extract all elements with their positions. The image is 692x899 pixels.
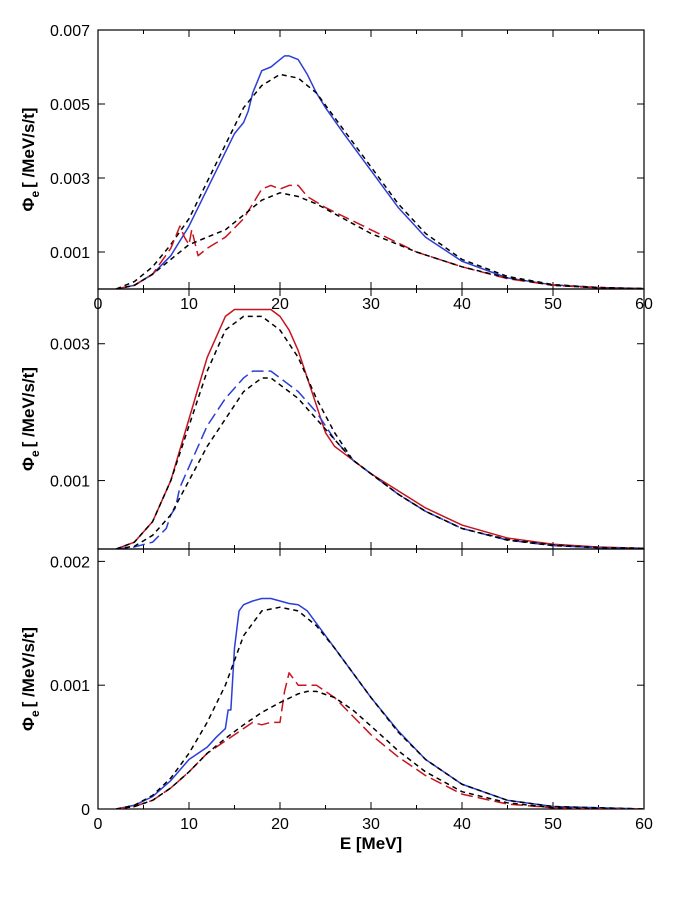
x-tick-label: 40 — [453, 816, 471, 833]
y-axis-subscript: e — [28, 450, 42, 457]
series-group — [115, 55, 644, 289]
x-tick-label: 10 — [180, 816, 198, 833]
x-axis-title: E [MeV] — [340, 834, 402, 853]
y-axis-unit: [ /MeV/s/t] — [19, 627, 38, 707]
x-tick-label: 50 — [544, 296, 562, 313]
y-tick-label: 0.003 — [50, 337, 90, 354]
y-tick-label: 0 — [81, 802, 90, 819]
plot-frame — [97, 288, 645, 550]
panel-bottom: 0 0.001 0.002 0 10 20 30 40 50 60 Φe [ /MeV/s/t] — [19, 548, 653, 833]
series-line-3 — [116, 370, 644, 549]
y-axis-subscript: e — [28, 710, 42, 717]
series-line-4 — [116, 192, 644, 289]
series-line-1 — [115, 308, 644, 549]
y-tick-label: 0.005 — [50, 97, 90, 114]
series-line-4 — [116, 377, 644, 549]
plot-frame — [97, 29, 645, 290]
y-tick-label: 0.002 — [50, 554, 90, 571]
y-axis-symbol: Φ — [19, 717, 38, 731]
panel-middle: 0.001 0.003 Φe [ /MeV/s/t] — [19, 288, 645, 550]
y-tick-label: 0.007 — [50, 23, 90, 40]
y-axis-title: Φe [ /MeV/s/t] — [19, 367, 42, 471]
series-line-3 — [116, 672, 644, 809]
y-axis-title: Φe [ /MeV/s/t] — [19, 108, 42, 212]
y-tick-label: 0.001 — [50, 678, 90, 695]
series-line-3 — [116, 184, 644, 289]
x-tick-label: 0 — [94, 816, 103, 833]
series-line-4 — [116, 690, 644, 809]
y-axis-subscript: e — [28, 191, 42, 198]
y-tick-label: 0.003 — [50, 171, 90, 188]
y-axis-symbol: Φ — [19, 457, 38, 471]
y-axis-unit: [ /MeV/s/t] — [19, 367, 38, 447]
series-line-2 — [115, 315, 644, 549]
series-line-1 — [116, 55, 644, 289]
series-line-2 — [115, 73, 644, 289]
y-tick-label: 0.001 — [50, 245, 90, 262]
x-tick-label: 40 — [453, 296, 471, 313]
series-line-1 — [116, 597, 644, 809]
y-axis-symbol: Φ — [19, 197, 38, 211]
y-axis-unit: [ /MeV/s/t] — [19, 108, 38, 188]
x-tick-label: 30 — [362, 816, 380, 833]
series-group — [115, 308, 644, 549]
x-tick-label: 10 — [180, 296, 198, 313]
y-axis-title: Φe [ /MeV/s/t] — [19, 627, 42, 731]
panels-group: 0.001 0.003 0.005 0.007 0 10 20 30 40 50 60 Φe [ /Me… — [19, 23, 653, 833]
x-tick-label: 20 — [271, 816, 289, 833]
y-tick-label: 0.001 — [50, 474, 90, 491]
x-tick-label: 30 — [362, 296, 380, 313]
x-tick-label: 60 — [635, 816, 653, 833]
x-tick-label: 50 — [544, 816, 562, 833]
series-group — [116, 597, 644, 809]
x-tick-label: 20 — [271, 296, 289, 313]
